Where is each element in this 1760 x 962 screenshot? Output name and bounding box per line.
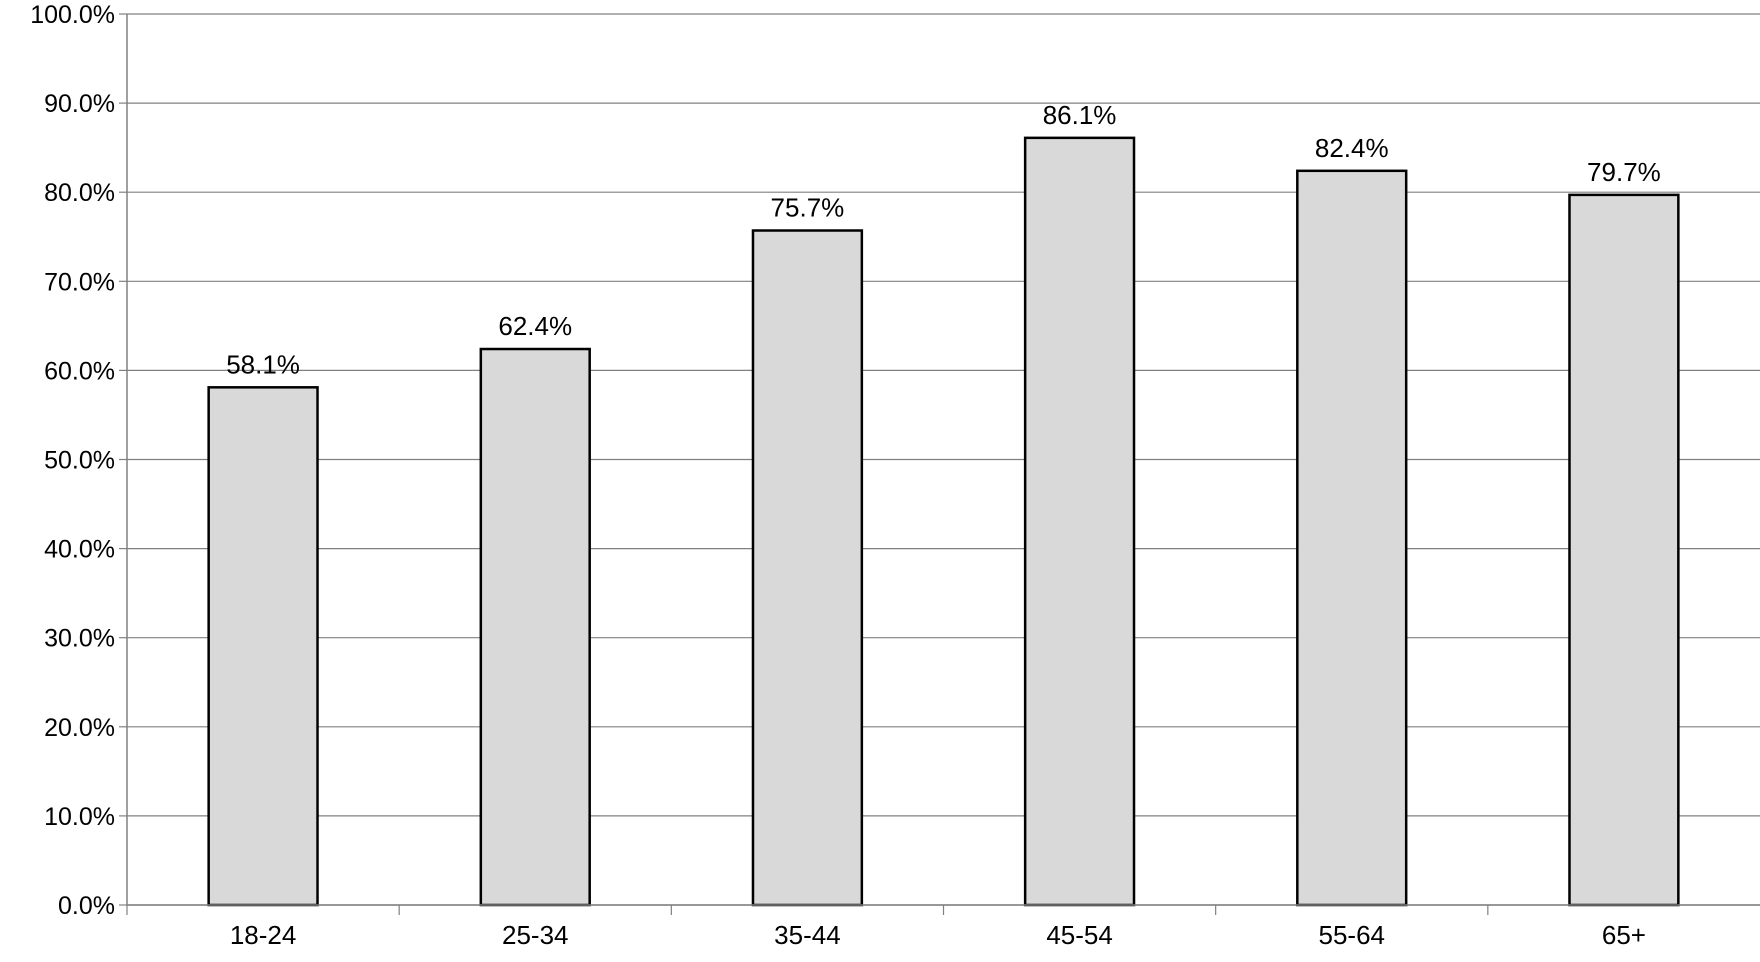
bar-35-44 [751,229,864,907]
data-label: 62.4% [498,311,572,341]
y-tick-label: 40.0% [44,536,115,564]
y-tick-label: 20.0% [44,714,115,742]
data-label: 79.7% [1587,157,1661,187]
x-tick-label: 18-24 [230,920,297,950]
y-tick-label: 70.0% [44,268,115,296]
axes [119,13,1760,915]
x-tick-label: 25-34 [502,920,569,950]
labels: 0.0% 10.0% 20.0% 30.0% 40.0% 50.0% 60.0% 70.0% 8… [30,1,1661,950]
y-tick-label: 80.0% [44,179,115,207]
y-tick-label: 50.0% [44,447,115,475]
y-tick-label: 0.0% [58,892,115,920]
bar-65+ [1568,193,1680,907]
y-tick-label: 100.0% [30,1,115,29]
x-tick-label: 55-64 [1319,920,1386,950]
bar-45-54 [1023,136,1136,907]
bar-25-34 [479,347,591,907]
x-tick-label: 35-44 [774,920,841,950]
gridlines [127,13,1760,906]
data-label: 82.4% [1315,133,1389,163]
bars [207,136,1680,907]
y-tick-label: 30.0% [44,625,115,653]
data-label: 58.1% [226,349,300,379]
y-tick-label: 10.0% [44,803,115,831]
data-label: 86.1% [1043,100,1117,130]
x-tick-label: 45-54 [1046,920,1113,950]
bar-55-64 [1296,169,1408,907]
y-tick-label: 90.0% [44,90,115,118]
x-tick-label: 65+ [1602,920,1646,950]
data-label: 75.7% [771,193,845,223]
y-tick-label: 60.0% [44,357,115,385]
bar-18-24 [207,386,319,907]
